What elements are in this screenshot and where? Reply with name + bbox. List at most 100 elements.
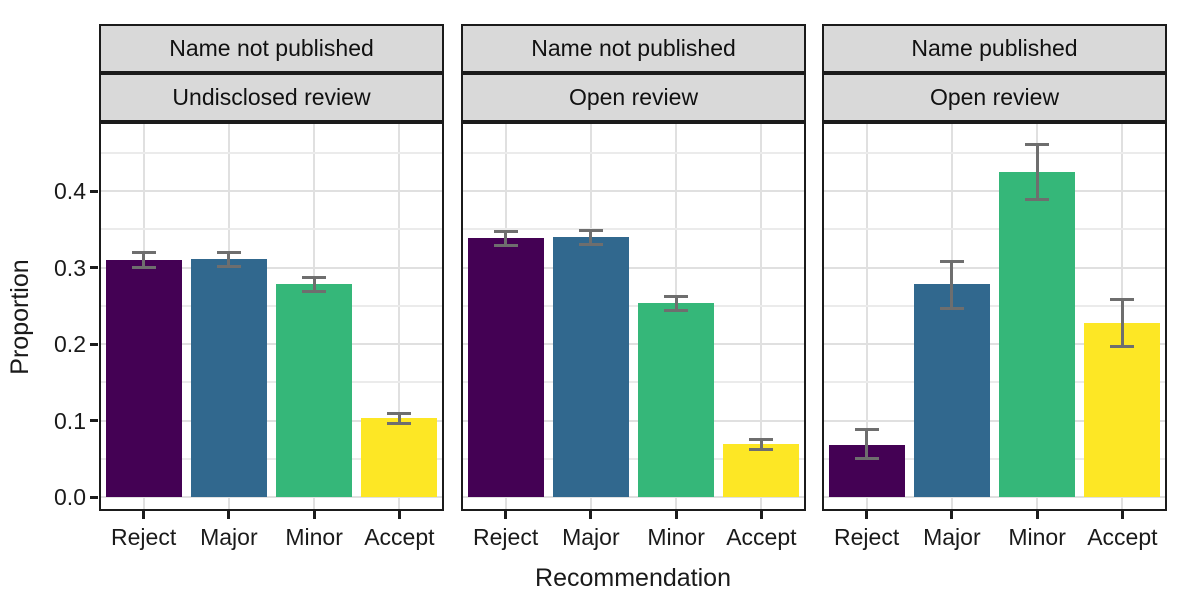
bar-minor: [638, 302, 715, 497]
gridline-minor: [101, 457, 442, 460]
error-bar-cap-high-major: [578, 229, 603, 232]
error-bar-cap-low-accept: [749, 447, 774, 451]
x-tick-accept: [1120, 511, 1124, 519]
gridline-major: [463, 266, 804, 269]
bar-reject: [467, 237, 544, 497]
error-bar-cap-low-minor: [664, 308, 689, 312]
x-tick-label-reject: Reject: [473, 524, 539, 550]
gridline-minor: [824, 151, 1165, 154]
gridline-vertical: [398, 124, 401, 509]
x-tick-label-accept: Accept: [726, 524, 797, 550]
plot-area: [822, 122, 1167, 511]
error-bar-stem-major: [589, 230, 593, 244]
facet-strip-top: Name not published: [461, 24, 806, 73]
gridline-major: [101, 419, 442, 422]
facet-panel-2: Name not published Open review: [461, 24, 806, 511]
y-tick-0.4: [90, 189, 98, 193]
gridline-major: [824, 266, 1165, 269]
x-tick-minor: [674, 511, 678, 519]
gridline-major: [101, 343, 442, 345]
error-bar-stem-reject: [142, 252, 146, 267]
gridline-minor: [824, 304, 1165, 307]
y-tick-label-0.1: 0.1: [54, 407, 86, 434]
bar-reject: [105, 259, 182, 497]
error-bar-cap-high-major: [216, 251, 241, 255]
facet-strip-bottom-label: Open review: [929, 84, 1060, 110]
gridline-major: [101, 496, 442, 498]
x-tick-accept: [397, 511, 401, 519]
y-tick-label-0.2: 0.2: [54, 331, 86, 357]
x-tick-label-minor: Minor: [1008, 524, 1066, 550]
error-bar-cap-high-reject: [854, 427, 879, 431]
error-bar-cap-low-accept: [387, 421, 412, 425]
error-bar-cap-low-reject: [493, 243, 518, 247]
y-tick-0.1: [90, 419, 98, 422]
y-axis-title: Proportion: [6, 259, 34, 375]
gridline-major: [463, 343, 804, 345]
facet-strip-top: Name not published: [99, 24, 444, 73]
error-bar-cap-high-minor: [302, 276, 327, 280]
bar-accept: [361, 418, 438, 497]
y-tick-label-0.3: 0.3: [54, 254, 86, 281]
error-bar-cap-low-reject: [854, 456, 879, 460]
gridline-minor: [463, 151, 804, 154]
x-tick-reject: [865, 511, 869, 519]
error-bar-cap-low-reject: [131, 265, 156, 269]
error-bar-cap-high-accept: [749, 437, 774, 441]
gridline-minor: [101, 381, 442, 384]
gridline-minor: [101, 151, 442, 154]
error-bar-stem-reject: [504, 230, 508, 245]
x-tick-major: [227, 511, 231, 519]
error-bar-cap-low-minor: [302, 290, 327, 294]
error-bar-stem-reject: [865, 428, 869, 458]
facet-panel-3: Name published Open review: [822, 24, 1167, 511]
gridline-major: [824, 419, 1165, 422]
x-tick-major: [589, 511, 593, 519]
plot-area: [99, 122, 444, 511]
gridline-vertical: [865, 124, 868, 509]
x-tick-minor: [1035, 511, 1039, 519]
plot-inner: [463, 124, 804, 509]
x-tick-accept: [759, 511, 763, 519]
bar-major: [913, 284, 990, 497]
error-bar-cap-low-accept: [1110, 345, 1135, 349]
facet-strip-top-label: Name not published: [531, 35, 736, 61]
gridline-major: [101, 190, 442, 192]
gridline-major: [824, 343, 1165, 345]
bar-minor: [276, 284, 353, 497]
gridline-minor: [824, 457, 1165, 460]
plot-area: [461, 122, 806, 511]
error-bar-cap-low-major: [939, 307, 964, 311]
bar-minor: [999, 171, 1076, 497]
error-bar-cap-low-major: [216, 264, 241, 268]
gridline-minor: [824, 228, 1165, 231]
bar-accept: [1084, 322, 1161, 497]
gridline-major: [463, 419, 804, 422]
x-tick-label-reject: Reject: [834, 524, 900, 550]
error-bar-stem-accept: [1120, 298, 1124, 347]
error-bar-cap-high-minor: [1025, 143, 1050, 147]
error-bar-cap-high-reject: [131, 251, 156, 255]
y-tick-label-0.4: 0.4: [54, 178, 86, 204]
gridline-major: [824, 190, 1165, 192]
facet-strip-bottom-label: Undisclosed review: [172, 84, 371, 110]
gridline-major: [824, 496, 1165, 498]
x-tick-reject: [504, 511, 508, 519]
x-tick-label-reject: Reject: [111, 524, 177, 550]
gridline-minor: [463, 457, 804, 460]
error-bar-stem-accept: [397, 412, 401, 423]
error-bar-cap-low-major: [578, 242, 603, 246]
gridline-minor: [463, 381, 804, 384]
facet-strip-top-label: Name not published: [169, 35, 374, 61]
plot-inner: [824, 124, 1165, 509]
gridline-minor: [824, 381, 1165, 384]
gridline-vertical: [760, 124, 763, 509]
facet-strip-bottom-label: Open review: [568, 84, 699, 110]
error-bar-cap-high-accept: [387, 411, 412, 415]
y-tick-0.0: [90, 495, 98, 499]
y-tick-0.3: [90, 266, 98, 269]
bar-accept: [723, 444, 800, 497]
error-bar-cap-low-minor: [1025, 197, 1050, 201]
x-tick-label-major: Major: [200, 524, 258, 550]
error-bar-cap-high-accept: [1110, 297, 1135, 301]
